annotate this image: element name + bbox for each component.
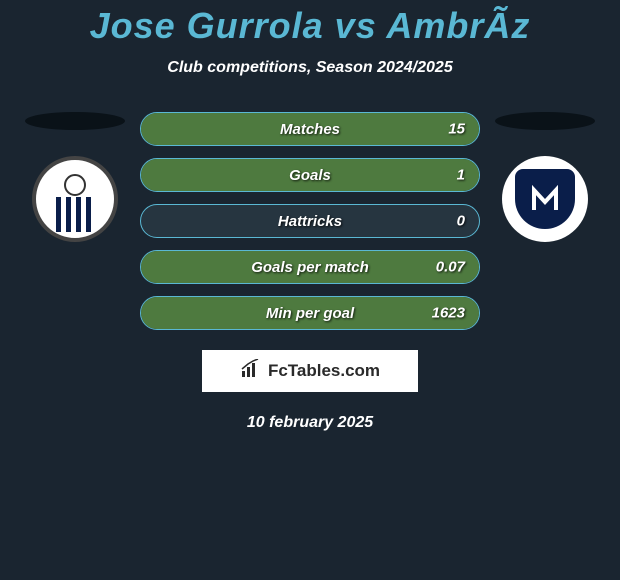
stat-label: Goals: [289, 167, 331, 184]
stat-content: Goals per match: [141, 251, 479, 283]
stat-row-goals: Goals 1: [140, 158, 480, 192]
stat-value-right: 1623: [432, 305, 465, 322]
shield-icon: [515, 169, 575, 229]
brand-text: FcTables.com: [268, 361, 380, 381]
stat-value-right: 15: [448, 121, 465, 138]
stat-value-right: 0.07: [436, 259, 465, 276]
player-shadow-left: [25, 112, 125, 130]
stat-label: Hattricks: [278, 213, 342, 230]
stat-row-goals-per-match: Goals per match 0.07: [140, 250, 480, 284]
comparison-infographic: Jose Gurrola vs AmbrÃ­z Club competition…: [0, 0, 620, 432]
stat-content: Matches: [141, 113, 479, 145]
stat-row-hattricks: Hattricks 0: [140, 204, 480, 238]
team-crest-monterrey: [502, 156, 588, 242]
stat-content: Goals: [141, 159, 479, 191]
stat-row-min-per-goal: Min per goal 1623: [140, 296, 480, 330]
date-text: 10 february 2025: [0, 414, 620, 432]
stat-row-matches: Matches 15: [140, 112, 480, 146]
page-title: Jose Gurrola vs AmbrÃ­z: [0, 5, 620, 47]
bar-chart-icon: [240, 359, 262, 384]
subtitle: Club competitions, Season 2024/2025: [0, 59, 620, 77]
stat-content: Min per goal: [141, 297, 479, 329]
comparison-row: Matches 15 Goals 1 Hattricks 0: [0, 112, 620, 330]
stat-label: Matches: [280, 121, 340, 138]
right-player-col: [485, 112, 605, 242]
stat-value-right: 0: [457, 213, 465, 230]
player-shadow-right: [495, 112, 595, 130]
brand-box: FcTables.com: [202, 350, 418, 392]
left-player-col: [15, 112, 135, 242]
stat-label: Min per goal: [266, 305, 354, 322]
stat-value-right: 1: [457, 167, 465, 184]
team-crest-queretaro: [32, 156, 118, 242]
stat-label: Goals per match: [251, 259, 369, 276]
m-letter-icon: [530, 184, 560, 214]
ball-icon: [64, 174, 86, 196]
stat-content: Hattricks: [141, 205, 479, 237]
stats-list: Matches 15 Goals 1 Hattricks 0: [135, 112, 485, 330]
